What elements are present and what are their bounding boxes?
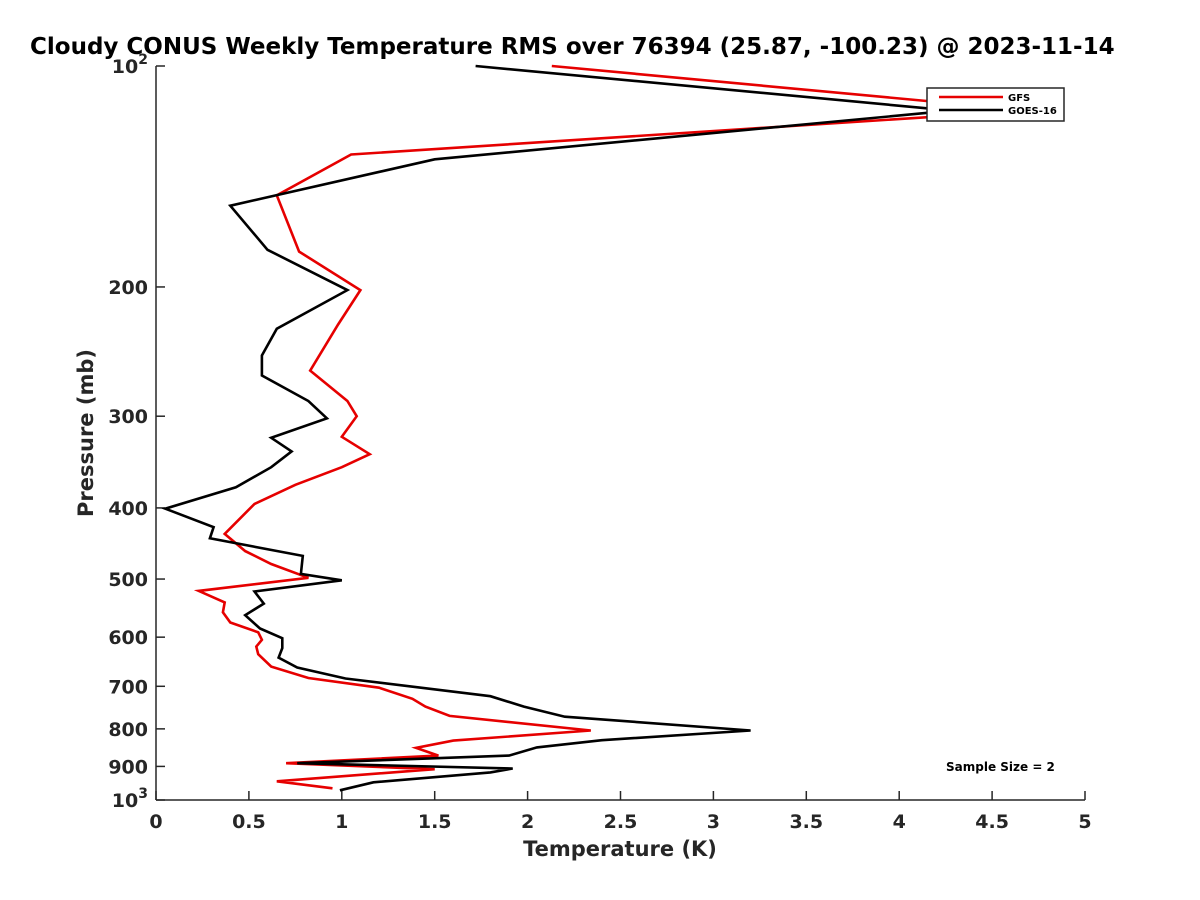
- y-ticks: 102 200 300 400 500 600 700 800 900 103: [108, 52, 165, 812]
- y-tick-label: 500: [108, 569, 148, 591]
- x-tick-label: 0.5: [232, 811, 266, 833]
- y-tick-label: 102: [112, 52, 148, 78]
- chart-title: Cloudy CONUS Weekly Temperature RMS over…: [30, 34, 1115, 60]
- y-tick-label: 700: [108, 676, 148, 698]
- x-tick-label: 0: [149, 811, 162, 833]
- y-tick-label: 400: [108, 498, 148, 520]
- x-tick-label: 1: [335, 811, 348, 833]
- sample-size-note: Sample Size = 2: [946, 760, 1055, 774]
- x-tick-label: 3.5: [789, 811, 823, 833]
- x-axis-label: Temperature (K): [523, 837, 717, 861]
- x-tick-label: 2: [521, 811, 534, 833]
- x-tick-label: 5: [1078, 811, 1091, 833]
- x-tick-label: 4: [893, 811, 906, 833]
- y-axis-label: Pressure (mb): [74, 349, 98, 517]
- legend: GFS GOES-16: [926, 87, 1065, 122]
- y-tick-label: 800: [108, 719, 148, 741]
- x-ticks: 0 0.5 1 1.5 2 2.5 3 3.5 4 4.5 5: [149, 791, 1092, 833]
- x-tick-label: 1.5: [418, 811, 452, 833]
- x-tick-label: 3: [707, 811, 720, 833]
- series-line-gfs: [193, 64, 1030, 790]
- legend-label: GOES-16: [1008, 106, 1057, 117]
- y-tick-label: 900: [108, 756, 148, 778]
- y-tick-label: 600: [108, 627, 148, 649]
- x-tick-label: 2.5: [604, 811, 638, 833]
- y-tick-label: 300: [108, 406, 148, 428]
- series-line-goes-16: [161, 64, 952, 792]
- legend-box: [926, 87, 1065, 122]
- y-tick-label: 103: [112, 786, 148, 812]
- legend-label: GFS: [1008, 93, 1030, 104]
- series-lines: [161, 64, 1030, 792]
- y-tick-label: 200: [108, 277, 148, 299]
- x-tick-label: 4.5: [975, 811, 1009, 833]
